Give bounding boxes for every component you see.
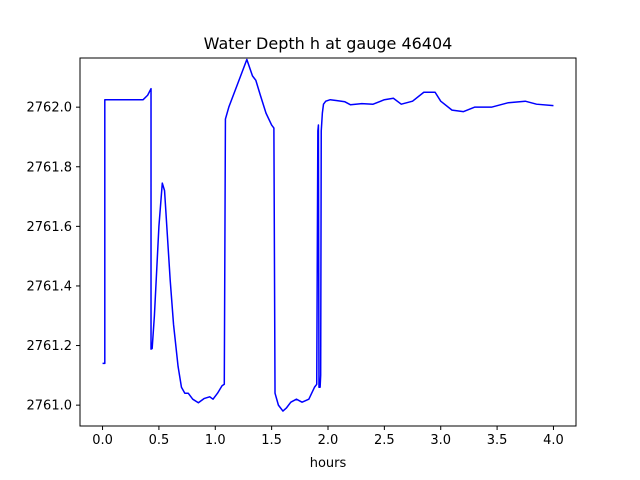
y-tick-label: 2761.8 xyxy=(27,160,73,175)
x-tick-label: 0.0 xyxy=(92,433,113,448)
series-line-0 xyxy=(102,58,554,412)
x-axis-label: hours xyxy=(310,456,347,471)
x-tick-label: 1.0 xyxy=(205,433,226,448)
y-tick-label: 2762.0 xyxy=(27,101,73,116)
x-tick-label: 4.0 xyxy=(543,433,564,448)
x-tick-label: 3.5 xyxy=(487,433,508,448)
plot-frame xyxy=(79,57,577,427)
x-tick-label: 3.0 xyxy=(430,433,451,448)
x-tick-label: 2.5 xyxy=(374,433,395,448)
y-tick-label: 2761.0 xyxy=(27,399,73,414)
chart-title: Water Depth h at gauge 46404 xyxy=(204,34,453,53)
y-axis: 2761.0 2761.2 2761.4 2761.6 2761.8 2762.0 xyxy=(27,101,80,414)
x-axis: 0.0 0.5 1.0 1.5 2.0 2.5 3.0 3.5 4.0 xyxy=(92,426,564,448)
y-tick-label: 2761.4 xyxy=(27,279,73,294)
plot-area xyxy=(79,57,577,427)
x-tick-label: 2.0 xyxy=(318,433,339,448)
x-tick-label: 0.5 xyxy=(149,433,170,448)
y-tick-label: 2761.2 xyxy=(27,339,73,354)
x-tick-label: 1.5 xyxy=(261,433,282,448)
y-tick-label: 2761.6 xyxy=(27,220,73,235)
